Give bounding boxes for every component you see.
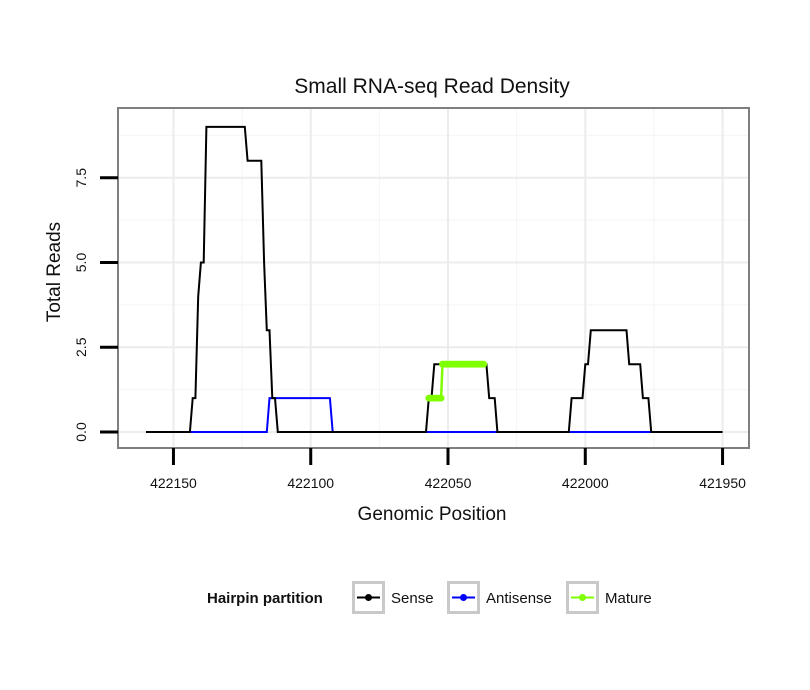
data-point-mature-9 <box>437 394 445 402</box>
legend-title: Hairpin partition <box>207 590 323 607</box>
legend-label-mature: Mature <box>605 590 652 607</box>
x-tick-label-4: 421950 <box>699 475 746 491</box>
x-tick-label-2: 422050 <box>425 475 472 491</box>
y-tick-label-3: 7.5 <box>73 168 89 188</box>
legend-key-point-antisense <box>460 594 467 601</box>
x-tick-label-1: 422100 <box>287 475 334 491</box>
legend-label-sense: Sense <box>391 590 434 607</box>
y-tick-label-1: 2.5 <box>73 337 89 357</box>
y-tick-label-2: 5.0 <box>73 253 89 273</box>
data-point-mature-40 <box>480 360 488 368</box>
plot-border <box>117 107 750 449</box>
x-axis-title: Genomic Position <box>358 504 507 525</box>
y-axis-title: Total Reads <box>44 222 65 322</box>
x-tick-label-0: 422150 <box>150 475 197 491</box>
legend-label-antisense: Antisense <box>486 590 552 607</box>
chart-title: Small RNA-seq Read Density <box>294 75 570 98</box>
legend-key-point-mature <box>579 594 586 601</box>
y-tick-label-0: 0.0 <box>73 422 89 442</box>
legend-key-point-sense <box>365 594 372 601</box>
x-tick-label-3: 422000 <box>562 475 609 491</box>
plot-panel <box>118 108 749 448</box>
